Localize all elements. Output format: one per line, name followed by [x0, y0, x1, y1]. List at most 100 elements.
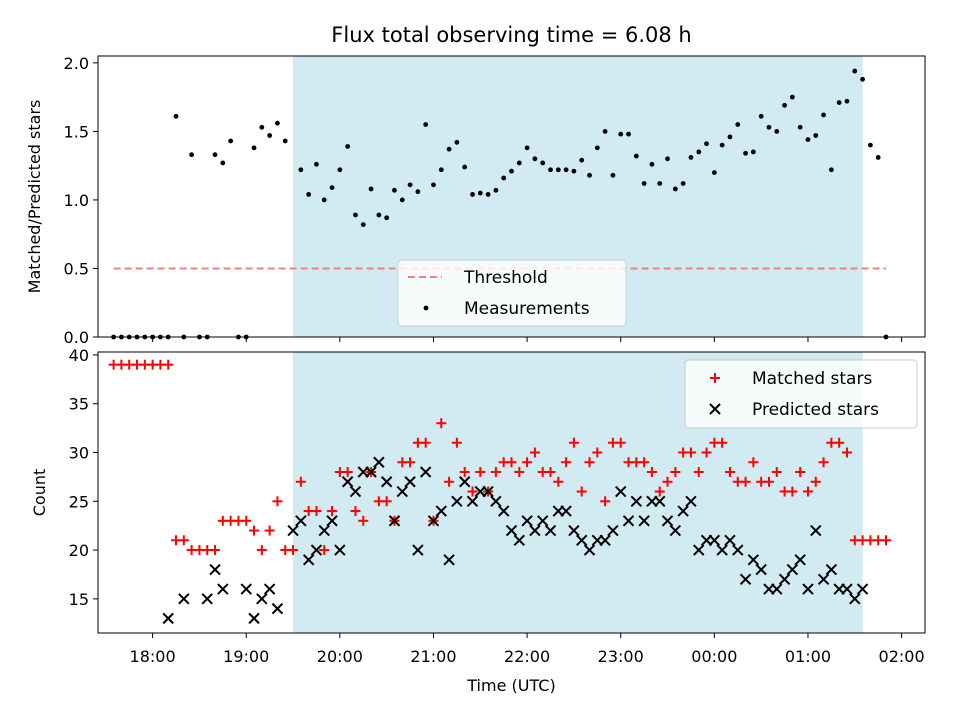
measurement-point — [321, 197, 327, 203]
measurement-point — [875, 155, 881, 160]
measurement-point — [228, 138, 234, 144]
measurement-point — [587, 172, 592, 178]
matched-star-marker — [553, 476, 564, 487]
matched-star-marker — [358, 515, 369, 526]
y-tick-label: 15 — [69, 590, 89, 609]
matched-star-marker — [451, 437, 462, 448]
matched-star-marker — [639, 457, 650, 468]
predicted-star-marker — [388, 515, 401, 527]
predicted-star-marker — [326, 515, 338, 527]
measurement-point — [454, 139, 460, 145]
measurement-point — [750, 149, 756, 155]
measurement-point — [618, 131, 624, 137]
measurement-point — [805, 137, 811, 143]
measurement-point — [462, 164, 468, 170]
matched-star-marker — [436, 418, 447, 429]
predicted-star-marker — [583, 544, 596, 556]
measurement-point — [766, 124, 772, 130]
matched-star-marker — [795, 467, 806, 478]
measurement-point — [813, 133, 819, 138]
legend-threshold-label: Threshold — [463, 268, 548, 288]
predicted-star-marker — [178, 593, 190, 605]
measurement-point — [579, 157, 585, 163]
predicted-star-marker — [497, 505, 510, 517]
x-axis: 18:00 19:00 20:00 21:00 22:00 23:00 00:00 01:00… — [130, 633, 925, 666]
bottom-series — [108, 359, 891, 625]
predicted-star-marker — [505, 524, 518, 537]
matched-star-marker — [249, 525, 260, 536]
measurement-point — [844, 98, 850, 104]
measurement-point — [446, 146, 452, 152]
predicted-star-marker — [248, 612, 260, 625]
measurement-point — [867, 142, 873, 148]
predicted-star-marker — [373, 456, 385, 468]
predicted-star-marker — [271, 602, 284, 615]
matched-star-marker — [381, 496, 392, 507]
measurement-point — [610, 172, 616, 178]
predicted-star-marker — [490, 495, 502, 507]
matched-star-marker — [405, 457, 416, 468]
matched-star-marker — [810, 476, 821, 487]
matched-star-marker — [178, 535, 189, 546]
y-tick-label: 35 — [69, 395, 89, 414]
predicted-star-marker — [560, 505, 572, 517]
predicted-star-marker — [365, 466, 377, 478]
matched-star-marker — [256, 545, 267, 556]
predicted-star-marker — [708, 534, 721, 547]
predicted-star-marker — [162, 612, 174, 625]
predicted-star-marker — [396, 485, 408, 498]
legend-box — [397, 259, 627, 327]
predicted-star-marker — [576, 534, 588, 547]
predicted-star-marker — [685, 495, 697, 507]
matched-star-marker — [615, 437, 626, 448]
predicted-star-marker — [302, 554, 315, 566]
measurement-point — [688, 155, 694, 160]
measurement-point — [657, 181, 663, 186]
measurement-point — [259, 124, 265, 130]
matched-star-marker — [685, 447, 696, 458]
legend-predicted-swatch — [709, 403, 721, 415]
measurement-point — [368, 186, 374, 192]
measurement-point — [540, 160, 546, 166]
matched-star-marker — [490, 467, 501, 478]
predicted-star-marker — [263, 583, 276, 595]
matched-star-marker — [693, 467, 704, 478]
matched-star-marker — [670, 467, 681, 478]
measurement-point — [220, 160, 226, 166]
matched-star-marker — [763, 476, 774, 487]
predicted-star-marker — [755, 563, 767, 576]
matched-star-marker — [350, 506, 361, 517]
matched-star-marker — [600, 496, 611, 507]
matched-star-marker — [654, 486, 665, 497]
matched-star-marker — [717, 437, 728, 448]
top-y-axis-label: Matched/Predicted stars — [25, 100, 44, 294]
matched-star-marker — [576, 486, 587, 497]
legend-box — [684, 359, 918, 429]
predicted-star-marker — [482, 485, 494, 498]
predicted-star-marker — [217, 583, 229, 595]
matched-star-marker — [288, 545, 299, 556]
matched-star-marker — [584, 457, 595, 468]
measurement-point — [735, 122, 741, 127]
matched-star-marker — [662, 476, 673, 487]
predicted-star-marker — [295, 515, 307, 527]
predicted-star-marker — [349, 485, 362, 498]
measurement-point — [836, 100, 842, 106]
y-tick-label: 25 — [69, 492, 89, 511]
measurement-point — [719, 142, 725, 148]
measurement-point — [337, 167, 343, 173]
measurement-point — [821, 112, 826, 118]
measurement-point — [704, 141, 709, 147]
matched-star-marker — [319, 545, 330, 556]
predicted-star-marker — [669, 524, 682, 537]
predicted-star-marker — [256, 593, 268, 605]
measurement-point — [423, 122, 429, 127]
matched-star-marker — [529, 447, 540, 458]
chart-title: Flux total observing time = 6.08 h — [331, 23, 691, 47]
predicted-star-marker — [786, 563, 799, 576]
measurement-point — [392, 187, 397, 193]
y-tick-label: 1.0 — [64, 191, 89, 210]
matched-star-marker — [272, 496, 283, 507]
measurement-point — [384, 215, 390, 221]
predicted-star-marker — [661, 515, 674, 527]
